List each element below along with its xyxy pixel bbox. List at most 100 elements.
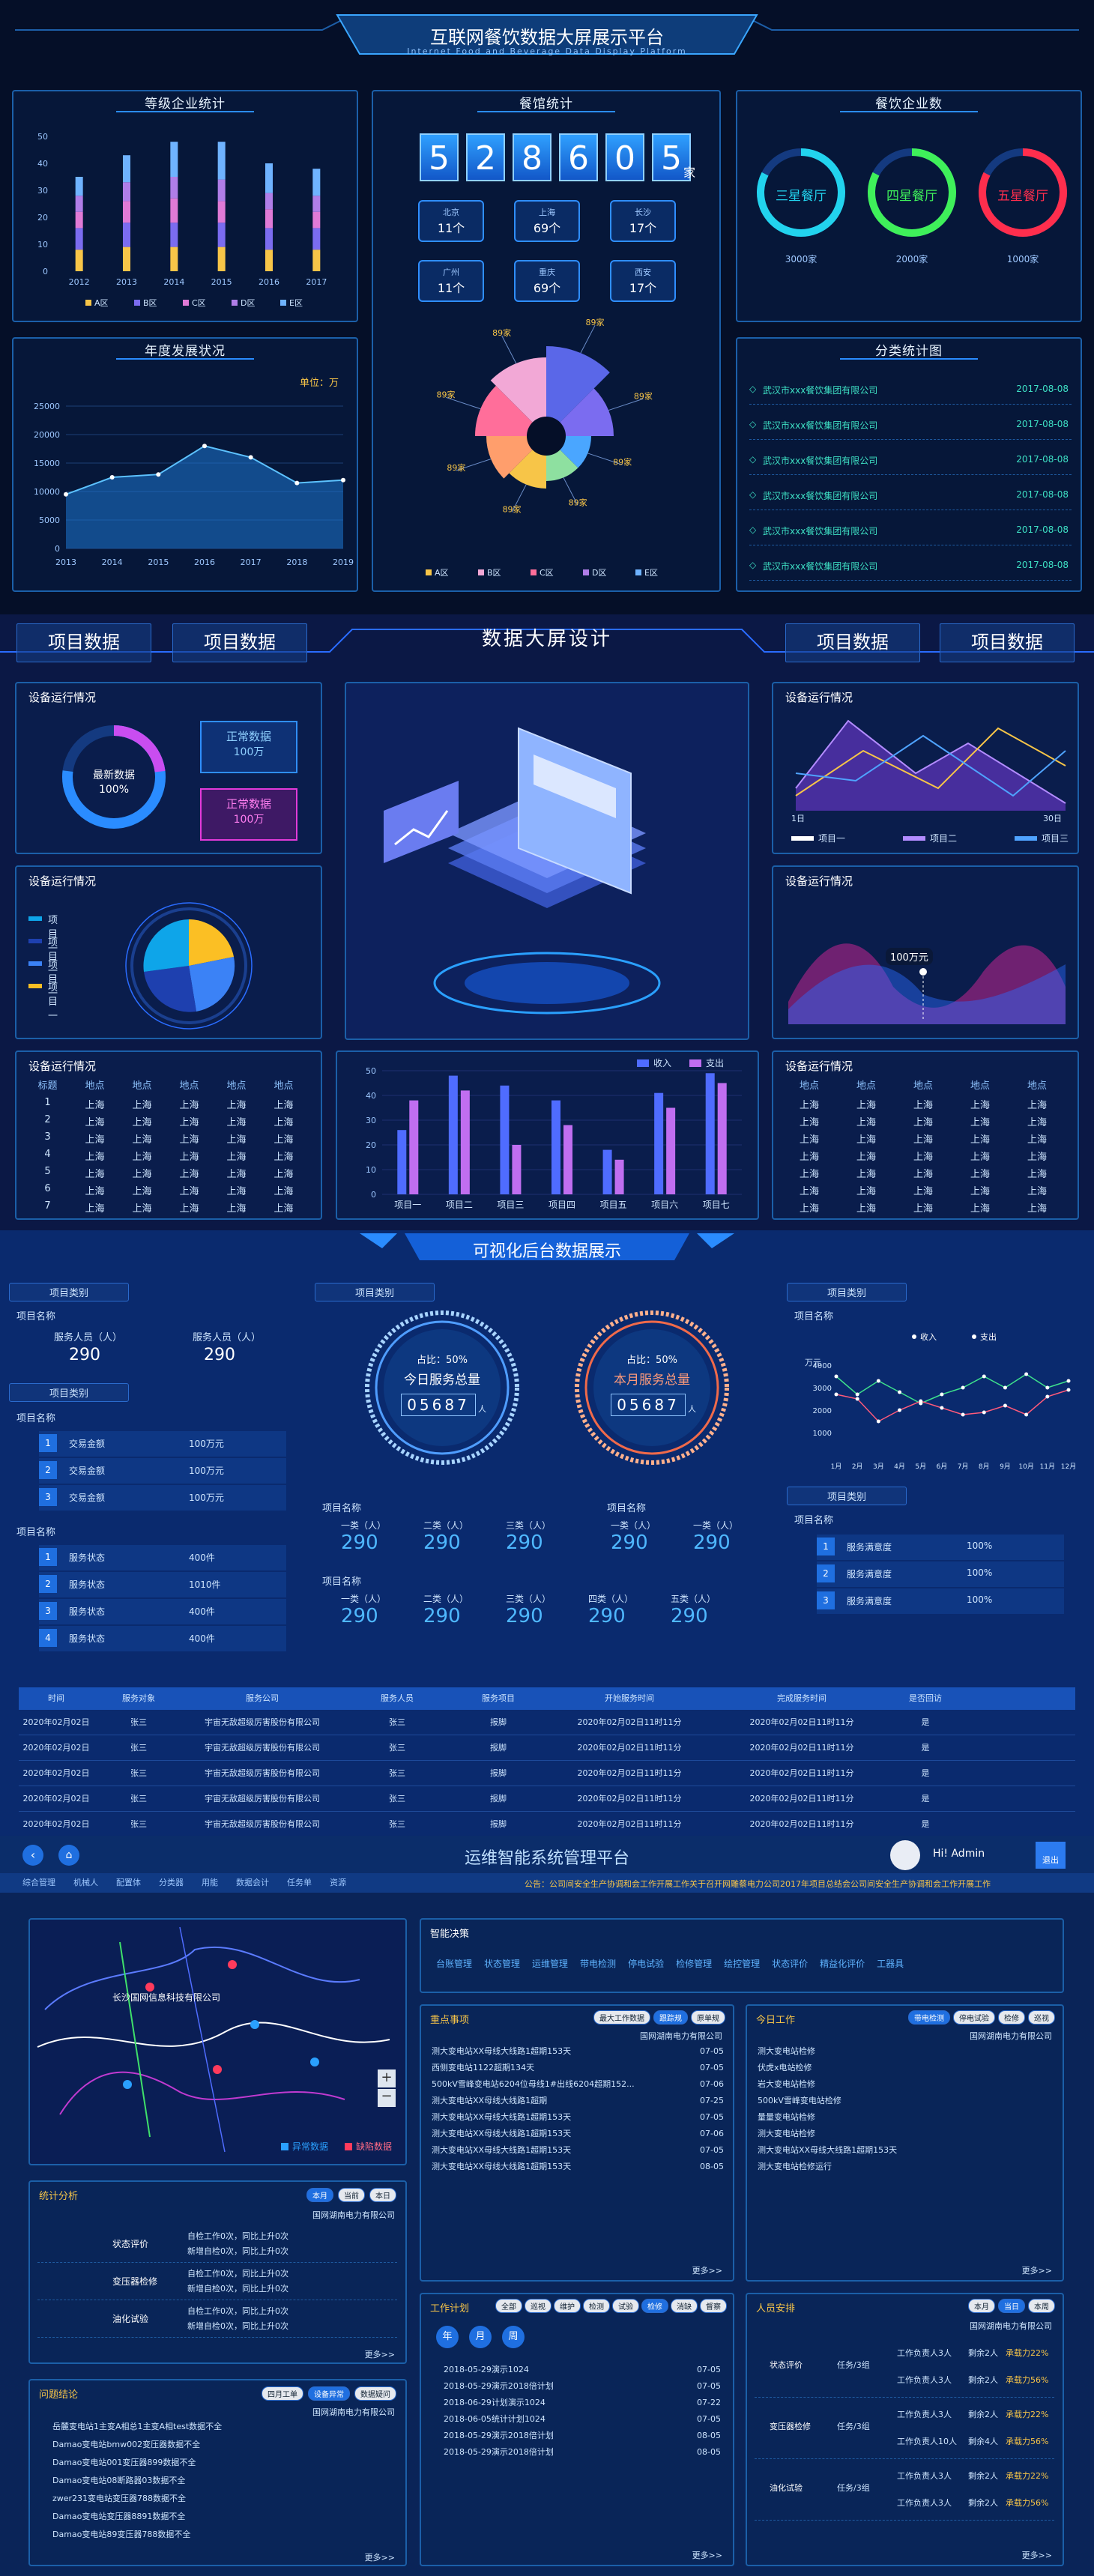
today-item: 测大变电站检修 (758, 2046, 815, 2056)
nav-item[interactable]: 机械人 (73, 1878, 98, 1887)
more-link[interactable]: 更多>> (692, 2551, 722, 2560)
stat-label: 四类（人） (588, 1594, 634, 1604)
x-tick-label: 2016 (259, 277, 279, 287)
tab-item[interactable]: 检测 (583, 2299, 610, 2313)
nav-item[interactable]: 数据会计 (236, 1878, 269, 1887)
table-cell: 上海 (970, 1100, 990, 1111)
table-row: 7 上海 上海 上海 上海 上海 (24, 1200, 309, 1218)
people-tabs: 本月 当日 本周 (968, 2299, 1055, 2313)
tab-item[interactable]: 本周 (1028, 2299, 1055, 2313)
decision-tab[interactable]: 状态评价 (772, 1959, 809, 1969)
tab-item[interactable]: 当前 (338, 2188, 365, 2202)
tab-item[interactable]: 数据疑问 (354, 2386, 396, 2401)
rose-slice (475, 385, 546, 436)
item-name-label: 项目名称 (16, 1413, 56, 1424)
nav-item[interactable]: 用能 (202, 1878, 218, 1887)
list-item: ◇ 武汉市xxx餐饮集团有限公司 2017-08-08 (749, 375, 1072, 405)
tab-item[interactable]: 带电检测 (908, 2010, 950, 2025)
item-name-label: 项目名称 (322, 1576, 362, 1588)
staff-label-2: 服务人员（人） (193, 1332, 262, 1343)
table-header-cell: 完成服务时间 (777, 1693, 826, 1703)
tab-item[interactable]: 维护 (554, 2299, 581, 2313)
tab-item[interactable]: 原单规 (691, 2010, 725, 2025)
back-icon[interactable]: ‹ (22, 1845, 43, 1866)
table-cell: 张三 (389, 1717, 405, 1727)
people-remaining: 剩余4人 (968, 2437, 998, 2446)
more-link[interactable]: 更多>> (364, 2350, 395, 2359)
tab-item[interactable]: 检修 (998, 2010, 1025, 2025)
decision-tab[interactable]: 带电检测 (580, 1959, 617, 1969)
people-capacity: 承载力56% (1006, 2375, 1049, 2385)
home-icon[interactable]: ⌂ (58, 1845, 79, 1866)
decision-tab[interactable]: 精益化评价 (820, 1959, 865, 1969)
tab-item[interactable]: 全部 (495, 2299, 522, 2313)
tab-item[interactable]: 巡视 (525, 2299, 551, 2313)
category-badge: 项目类别 (9, 1283, 129, 1301)
tab-project-data-1[interactable]: 项目数据 (16, 623, 151, 662)
stat-value: 290 (611, 1532, 648, 1554)
tab-item[interactable]: 跟踪规 (653, 2010, 688, 2025)
org-select[interactable]: 国网湖南电力有限公司 (970, 2321, 1052, 2331)
tab-item[interactable]: 检修 (641, 2299, 668, 2313)
decision-tab[interactable]: 工器具 (877, 1959, 904, 1969)
tab-item[interactable]: 巡视 (1028, 2010, 1055, 2025)
tab-item[interactable]: 设备异常 (308, 2386, 350, 2401)
tab-item[interactable]: 消缺 (671, 2299, 698, 2313)
nav-item[interactable]: 资源 (330, 1878, 346, 1887)
period-button[interactable]: 周 (502, 2326, 525, 2348)
table-row: 上海 上海 上海 上海 上海 (781, 1183, 1066, 1200)
zoom-in-button[interactable]: + (378, 2069, 396, 2087)
zoom-out-button[interactable]: − (378, 2089, 396, 2107)
more-link[interactable]: 更多>> (1021, 2266, 1052, 2276)
decision-tab[interactable]: 台账管理 (436, 1959, 473, 1969)
nav-item[interactable]: 配置体 (116, 1878, 141, 1887)
x-tick-label: 2013 (116, 277, 137, 287)
table-cell: 上海 (226, 1152, 247, 1163)
tab-item[interactable]: 停电试验 (953, 2010, 995, 2025)
list-row: 3 服务满意度 100% (817, 1588, 1064, 1614)
tab-project-data-3[interactable]: 项目数据 (785, 623, 920, 662)
org-select[interactable]: 国网湖南电力有限公司 (312, 2407, 395, 2417)
row-label: 服务状态 (69, 1552, 106, 1563)
avatar[interactable] (890, 1840, 920, 1870)
middle-column: 项目类别 占比：50% 今日服务总量 05687 人 占比：50% 本月服务总量… (315, 1283, 787, 1650)
tab-project-data-2[interactable]: 项目数据 (172, 623, 307, 662)
data-point (961, 1412, 965, 1417)
more-link[interactable]: 更多>> (1021, 2551, 1052, 2560)
panel-device-pie: 设备运行情况 项目一 项目一 项目一 项目一 (15, 865, 322, 1039)
more-link[interactable]: 更多>> (692, 2266, 722, 2276)
org-select[interactable]: 国网湖南电力有限公司 (312, 2210, 395, 2220)
more-link[interactable]: 更多>> (364, 2553, 395, 2563)
dial-label: 今日服务总量 (404, 1373, 480, 1388)
table-cell: 上海 (799, 1152, 819, 1163)
decision-tab[interactable]: 停电试验 (628, 1959, 665, 1969)
tab-item[interactable]: 四月工单 (262, 2386, 303, 2401)
nav-item[interactable]: 任务单 (287, 1878, 312, 1887)
tab-item[interactable]: 试验 (612, 2299, 639, 2313)
decision-tab[interactable]: 检修管理 (676, 1959, 713, 1969)
people-count: 工作负责人3人 (897, 2471, 952, 2481)
table-cell: 上海 (913, 1186, 933, 1197)
tab-project-data-4[interactable]: 项目数据 (940, 623, 1075, 662)
period-button[interactable]: 年 (436, 2326, 459, 2348)
tab-item[interactable]: 本月 (306, 2188, 333, 2202)
gauge-ring (62, 725, 166, 829)
decision-tab[interactable]: 状态管理 (484, 1959, 521, 1969)
decision-tab[interactable]: 运维管理 (532, 1959, 569, 1969)
period-button[interactable]: 月 (469, 2326, 492, 2348)
row-number: 4 (39, 1629, 57, 1647)
nav-item[interactable]: 综合管理 (22, 1878, 55, 1887)
tab-item[interactable]: 最大工作数据 (593, 2010, 650, 2025)
tab-item[interactable]: 本月 (968, 2299, 995, 2313)
nav-item[interactable]: 分类器 (159, 1878, 184, 1887)
tab-item[interactable]: 本日 (369, 2188, 396, 2202)
tab-item[interactable]: 当日 (998, 2299, 1025, 2313)
decision-tab[interactable]: 绘控管理 (724, 1959, 761, 1969)
issue-item: Damao变电站08断路器03数据不全 (52, 2476, 186, 2485)
tab-item[interactable]: 督察 (700, 2299, 727, 2313)
org-select[interactable]: 国网湖南电力有限公司 (640, 2031, 722, 2041)
bar-segment (123, 247, 130, 271)
exit-button[interactable]: 退出 (1036, 1842, 1066, 1869)
bar-segment (265, 250, 273, 271)
org-select[interactable]: 国网湖南电力有限公司 (970, 2031, 1052, 2041)
